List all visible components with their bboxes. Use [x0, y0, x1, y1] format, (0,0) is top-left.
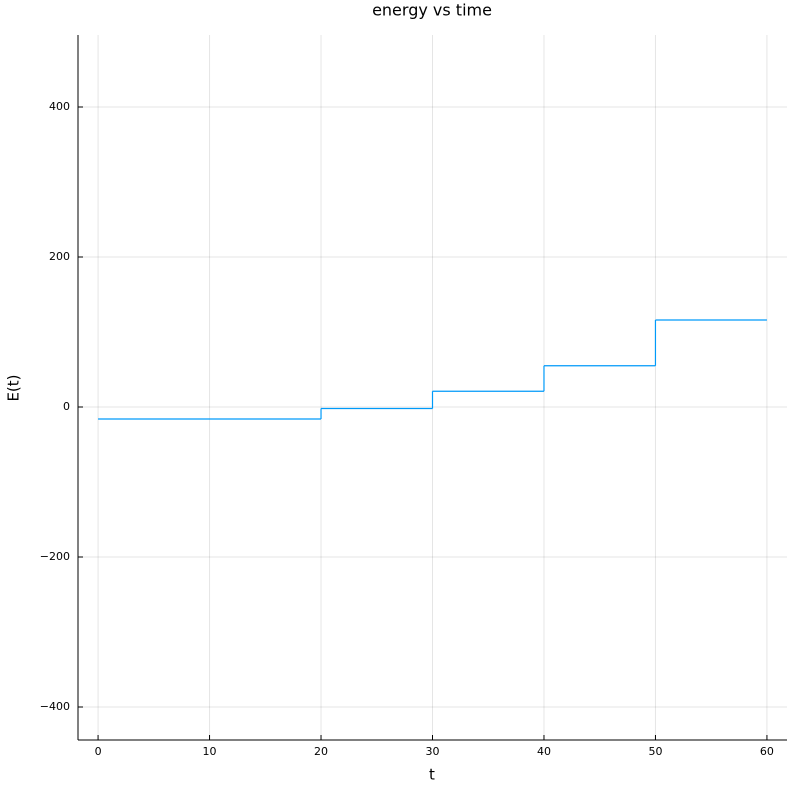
y-axis-label: E(t)	[5, 374, 23, 401]
x-tick-label: 30	[426, 745, 440, 758]
chart-title: energy vs time	[372, 1, 492, 20]
y-tick-label: −400	[40, 700, 70, 713]
x-tick-label: 10	[203, 745, 217, 758]
y-tick-label: −200	[40, 550, 70, 563]
y-tick-label: 200	[49, 250, 70, 263]
y-tick-label: 400	[49, 100, 70, 113]
x-axis-label: t	[429, 766, 435, 784]
x-tick-label: 20	[314, 745, 328, 758]
x-tick-label: 60	[760, 745, 774, 758]
x-tick-label: 0	[95, 745, 102, 758]
y-tick-label: 0	[63, 400, 70, 413]
x-tick-label: 40	[537, 745, 551, 758]
x-tick-label: 50	[648, 745, 662, 758]
